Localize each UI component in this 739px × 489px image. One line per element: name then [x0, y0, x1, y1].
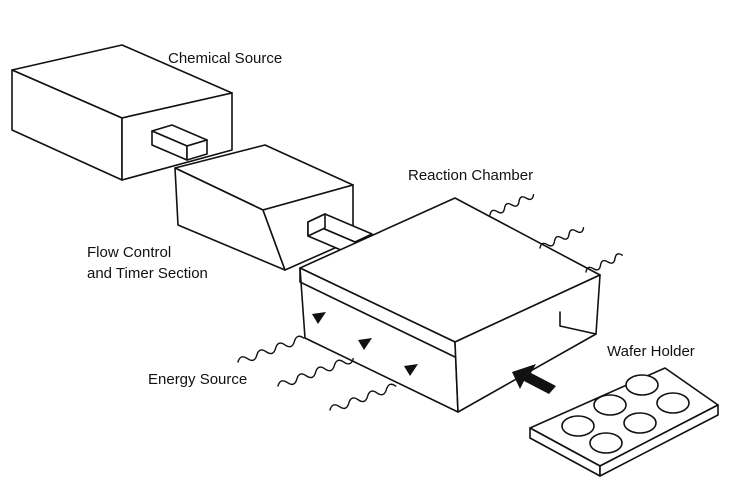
insertion-arrow — [512, 364, 556, 394]
radiation-wave-2 — [539, 227, 585, 249]
label-chemical-source: Chemical Source — [168, 50, 282, 67]
energy-source-arrows — [237, 312, 418, 411]
wafer-slot-3 — [625, 374, 659, 396]
label-energy-source: Energy Source — [148, 371, 247, 388]
wafer-slot-5 — [623, 412, 657, 434]
energy-wave-1 — [237, 335, 305, 363]
bold-arrow-icon — [512, 364, 556, 394]
energy-arrowhead-2 — [358, 338, 372, 350]
label-flow-control-line1: Flow Control — [87, 244, 171, 261]
radiation-wave-1 — [489, 194, 535, 216]
label-reaction-chamber: Reaction Chamber — [408, 167, 533, 184]
wafer-slot-4 — [589, 432, 623, 454]
energy-wave-2 — [277, 357, 354, 387]
pipe-1-side — [186, 139, 208, 161]
label-wafer-holder: Wafer Holder — [607, 343, 695, 360]
label-flow-control-line2: and Timer Section — [87, 265, 208, 282]
reaction-chamber-inner-edge — [299, 267, 456, 358]
wafer-slot-6 — [656, 392, 690, 414]
reaction-chamber-inner-side-edge — [559, 311, 597, 335]
wafer-slot-1 — [561, 415, 595, 437]
energy-arrowhead-1 — [312, 312, 326, 324]
reaction-chamber-box — [299, 197, 601, 413]
radiation-waves — [489, 194, 623, 273]
energy-arrowhead-3 — [404, 364, 418, 376]
pipe-2-end — [307, 213, 326, 237]
wafer-slot-2 — [593, 394, 627, 416]
wafer-holder-side-edge — [599, 404, 719, 477]
energy-wave-3 — [329, 383, 397, 411]
radiation-wave-3 — [585, 253, 623, 273]
flow-control-box — [174, 144, 354, 271]
connector-pipe-1 — [151, 124, 208, 161]
wafer-holder — [529, 367, 719, 477]
